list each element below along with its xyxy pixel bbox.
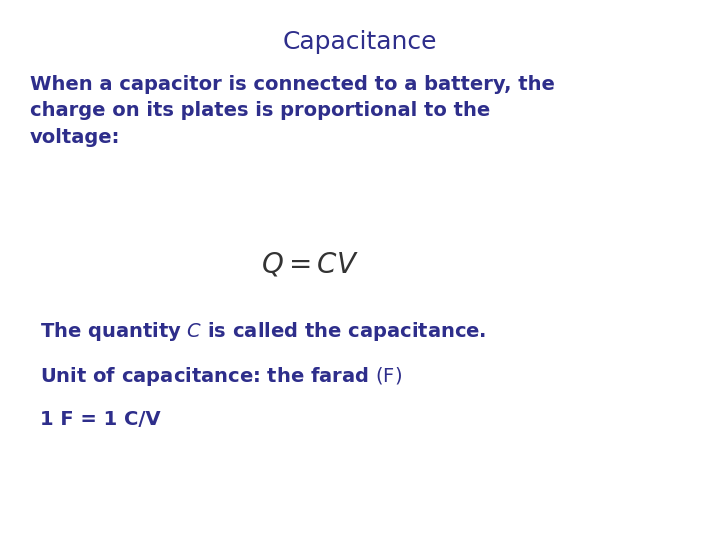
Text: Unit of capacitance: the farad $\mathrm{(F)}$: Unit of capacitance: the farad $\mathrm{…: [40, 365, 402, 388]
Text: The quantity $\it{C}$ is called the capacitance.: The quantity $\it{C}$ is called the capa…: [40, 320, 486, 343]
Text: 1 F = 1 C/V: 1 F = 1 C/V: [40, 410, 161, 429]
Text: When a capacitor is connected to a battery, the
charge on its plates is proporti: When a capacitor is connected to a batte…: [30, 75, 555, 147]
Text: Capacitance: Capacitance: [283, 30, 437, 54]
Text: $Q = CV$: $Q = CV$: [261, 250, 359, 278]
